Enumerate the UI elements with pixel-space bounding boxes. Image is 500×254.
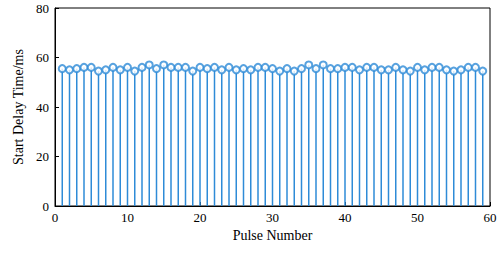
svg-text:Start Delay Time/ms: Start Delay Time/ms — [11, 49, 26, 165]
svg-text:50: 50 — [411, 210, 424, 225]
svg-text:10: 10 — [121, 210, 134, 225]
svg-text:Pulse Number: Pulse Number — [233, 228, 313, 243]
svg-text:20: 20 — [36, 149, 49, 164]
svg-text:30: 30 — [266, 210, 279, 225]
svg-text:40: 40 — [36, 100, 49, 115]
svg-text:0: 0 — [43, 199, 50, 214]
svg-text:0: 0 — [52, 210, 59, 225]
svg-text:20: 20 — [194, 210, 207, 225]
svg-text:60: 60 — [484, 210, 497, 225]
svg-text:40: 40 — [339, 210, 352, 225]
svg-text:60: 60 — [36, 50, 49, 65]
svg-text:80: 80 — [36, 1, 49, 16]
